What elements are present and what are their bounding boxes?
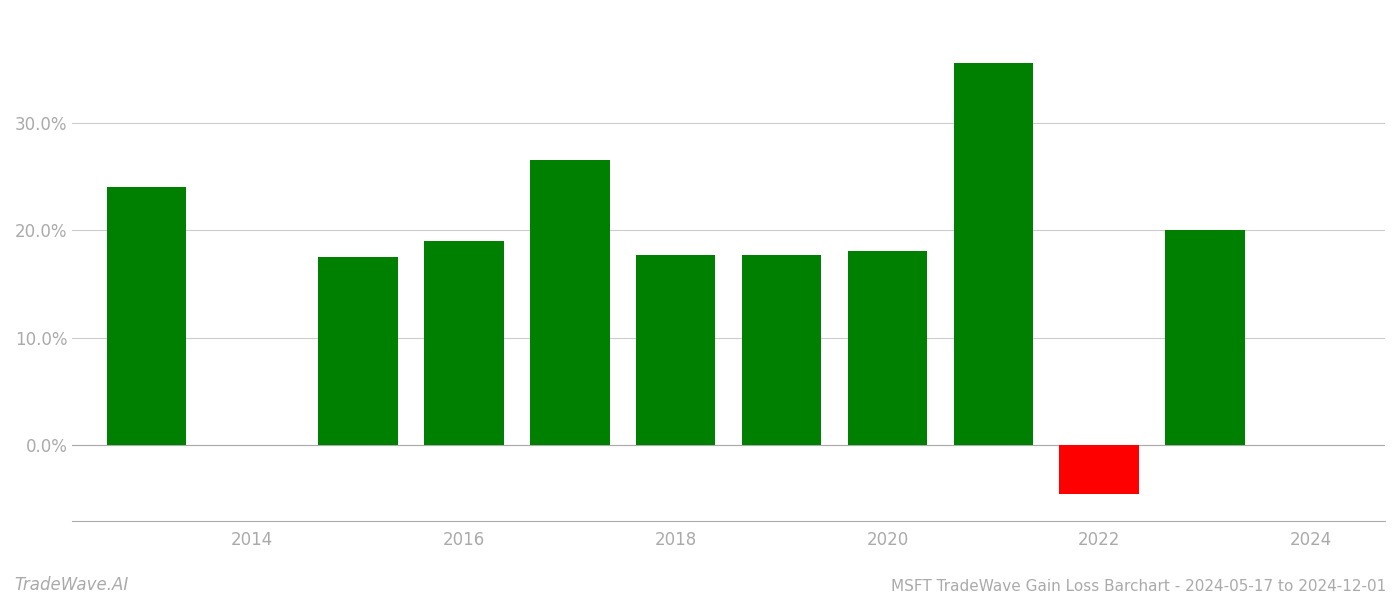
Bar (953, 64, 1033, 445)
Text: TradeWave.AI: TradeWave.AI (14, 576, 129, 594)
Text: MSFT TradeWave Gain Loss Barchart - 2024-05-17 to 2024-12-01: MSFT TradeWave Gain Loss Barchart - 2024… (890, 579, 1386, 594)
Bar (1060, 445, 1138, 494)
Bar (424, 241, 504, 445)
Bar (106, 187, 186, 445)
Bar (1165, 230, 1245, 445)
Bar (531, 160, 609, 445)
Bar (848, 251, 927, 445)
Bar (742, 255, 822, 445)
Bar (318, 257, 398, 445)
Bar (636, 255, 715, 445)
